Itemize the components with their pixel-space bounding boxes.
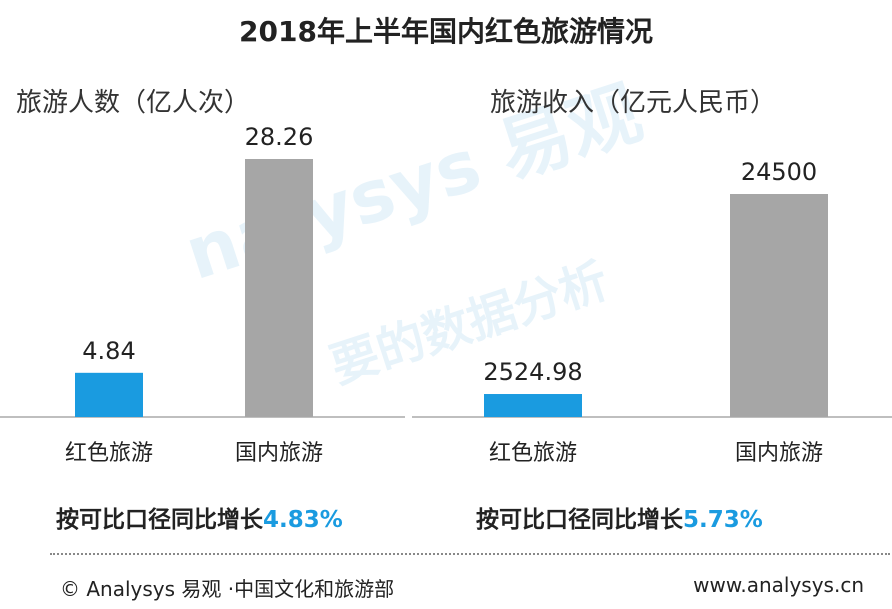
chart-2-growth: 按可比口径同比增长5.73% (476, 500, 763, 534)
chart-2-growth-value: 5.73% (683, 507, 763, 533)
page-title: 2018年上半年国内红色旅游情况 (239, 15, 653, 48)
chart-2-value-label-1: 2524.98 (483, 358, 582, 386)
chart-1-category-label-2: 国内旅游 (235, 441, 323, 466)
footer-url: www.analysys.cn (693, 573, 864, 597)
chart-1-bar-1 (75, 372, 143, 417)
chart-2-bar-2 (730, 194, 828, 417)
chart-1-growth-value: 4.83% (263, 507, 343, 533)
chart-1-value-label-1: 4.84 (82, 337, 135, 365)
chart-2-category-label-2: 国内旅游 (735, 441, 823, 466)
chart-1-title: 旅游人数（亿人次） (16, 88, 251, 118)
chart-1-growth: 按可比口径同比增长4.83% (56, 500, 343, 534)
chart-2-growth-prefix: 按可比口径同比增长 (476, 507, 683, 533)
chart-2-bar-1 (484, 394, 582, 417)
chart-2-category-label-1: 红色旅游 (489, 441, 577, 466)
chart-2-title: 旅游收入（亿元人民币） (490, 88, 777, 118)
chart-1-growth-prefix: 按可比口径同比增长 (56, 507, 263, 533)
footer-divider (50, 553, 890, 555)
chart-2-value-label-2: 24500 (741, 158, 817, 186)
chart-1-bar-2 (245, 159, 313, 417)
chart-1-value-label-2: 28.26 (245, 123, 314, 151)
footer-source: © Analysys 易观 ·中国文化和旅游部 (60, 577, 395, 601)
chart-1-category-label-1: 红色旅游 (65, 441, 153, 466)
